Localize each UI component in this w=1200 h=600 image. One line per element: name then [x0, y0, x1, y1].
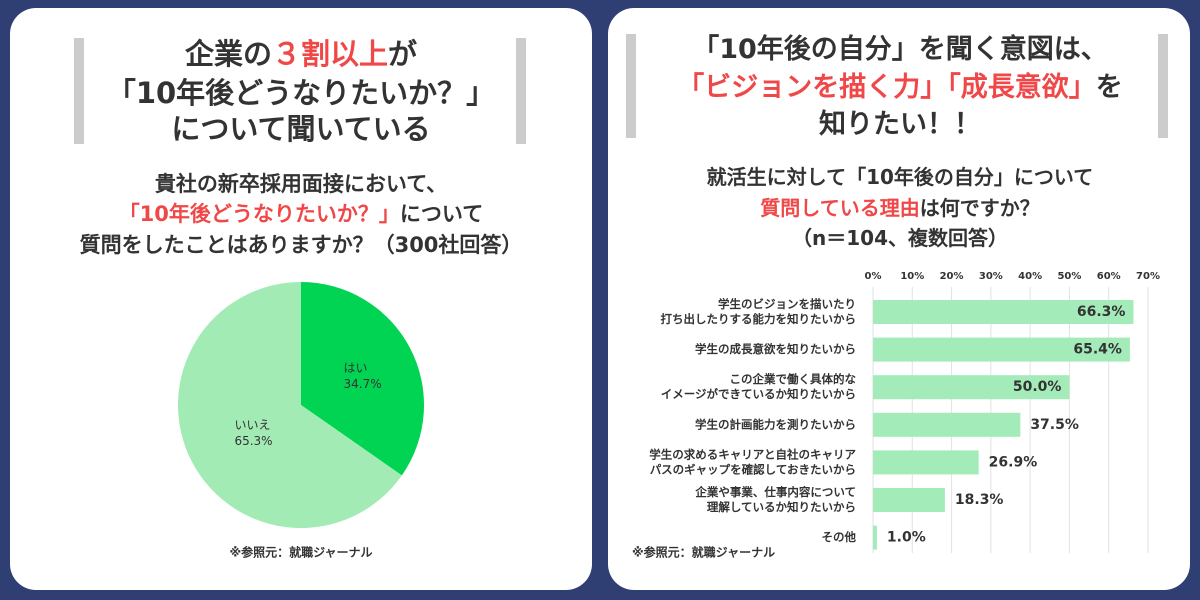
chart-title-segment: 知りたい！！	[819, 109, 981, 140]
slice-label: はい	[344, 361, 368, 375]
chart-title-segment: 「10年後の自分」を聞く意図は、	[692, 33, 1108, 65]
chart-title-segment: 企業の	[185, 37, 272, 71]
slice-label: いいえ	[234, 418, 270, 432]
chart-subtitle-segment: （n＝104、複数回答）	[792, 226, 1008, 250]
bar	[873, 375, 1070, 400]
x-tick-label: 0%	[865, 271, 882, 282]
value-label: 65.4%	[1073, 342, 1122, 358]
chart-title-segment: ３割以上	[272, 37, 388, 71]
value-label: 1.0%	[887, 530, 926, 546]
value-label: 26.9%	[989, 454, 1038, 470]
x-tick-label: 60%	[1097, 271, 1121, 282]
chart-title: 「ビジョンを描く力」「成長意欲」を	[677, 71, 1123, 103]
x-tick-label: 50%	[1057, 271, 1081, 282]
slice-value-label: 34.7%	[344, 377, 382, 391]
pie-slice	[301, 282, 424, 476]
y-tick-label: この企業で働く具体的な	[730, 372, 857, 386]
x-tick-label: 10%	[900, 271, 924, 282]
x-tick-label: 40%	[1018, 271, 1042, 282]
title-bar	[626, 34, 636, 138]
chart-subtitle: 質問している理由は何ですか？	[760, 196, 1039, 220]
chart-subtitle-segment: 貴社の新卒採用面接において、	[155, 172, 447, 196]
chart-subtitle: 就活生に対して「10年後の自分」について	[707, 165, 1094, 189]
bar	[873, 300, 1134, 324]
bar	[873, 337, 1130, 362]
chart-title-segment: が	[388, 37, 417, 71]
x-tick-label: 30%	[979, 271, 1003, 282]
y-tick-label: 学生の計画能力を測りたいから	[695, 417, 856, 431]
chart-subtitle-segment: について	[400, 202, 483, 226]
value-label: 50.0%	[1013, 379, 1062, 395]
chart-subtitle-segment: は何ですか？	[920, 196, 1040, 220]
chart-title: について聞いている	[171, 112, 430, 146]
chart-title: 「10年後どうなりたいか？」	[107, 76, 495, 110]
chart-subtitle-segment: 就活生に対して「10年後の自分」について	[707, 165, 1094, 189]
bar	[873, 412, 1021, 437]
pie-slice	[177, 282, 402, 528]
chart-title: 企業の３割以上が	[185, 37, 417, 71]
y-tick-label: 学生の求めるキャリアと自社のキャリア	[649, 447, 856, 461]
chart-title: 「10年後の自分」を聞く意図は、	[692, 33, 1108, 65]
y-tick-label: 理解しているか知りたいから	[707, 500, 856, 514]
chart-subtitle: 貴社の新卒採用面接において、	[155, 172, 447, 196]
y-tick-label: 打ち出したりする能力を知りたいから	[661, 312, 857, 326]
chart-title-segment: について聞いている	[171, 112, 430, 146]
source-note: ※参照元：就職ジャーナル	[632, 545, 775, 560]
x-tick-label: 70%	[1136, 271, 1160, 282]
value-label: 18.3%	[955, 492, 1004, 508]
chart-subtitle: 質問をしたことはありますか？（300社回答）	[80, 233, 523, 257]
bar	[873, 450, 979, 475]
chart-subtitle: （n＝104、複数回答）	[792, 226, 1008, 250]
source-note: ※参照元：就職ジャーナル	[229, 545, 372, 560]
value-label: 66.3%	[1077, 304, 1126, 320]
title-bar	[516, 38, 526, 144]
chart-title-segment: を	[1096, 72, 1123, 103]
title-bar	[74, 38, 84, 144]
y-tick-label: 学生の成長意欲を知りたいから	[695, 342, 856, 356]
y-tick-label: パスのギャップを確認しておきたいから	[650, 462, 856, 476]
chart-title: 知りたい！！	[819, 109, 981, 140]
x-tick-label: 20%	[940, 271, 964, 282]
chart-title-segment: 「ビジョンを描く力」「成長意欲」	[677, 71, 1096, 103]
slice-value-label: 65.3%	[234, 434, 272, 448]
title-bar	[1158, 34, 1168, 138]
chart-subtitle-segment: 質問をしたことはありますか？（300社回答）	[80, 233, 523, 257]
chart-subtitle-segment: 「10年後どうなりたいか？」	[119, 202, 400, 226]
value-label: 37.5%	[1030, 417, 1079, 433]
right-panel	[608, 8, 1190, 590]
bar	[873, 525, 877, 550]
y-tick-label: その他	[822, 530, 857, 544]
chart-subtitle-segment: 質問している理由	[760, 196, 919, 220]
chart-title-segment: 「10年後どうなりたいか？」	[107, 76, 495, 110]
y-tick-label: 学生のビジョンを描いたり	[718, 297, 856, 311]
bar	[873, 488, 945, 512]
y-tick-label: 企業や事業、仕事内容について	[694, 485, 856, 499]
chart-subtitle: 「10年後どうなりたいか？」について	[119, 202, 484, 226]
y-tick-label: イメージができているか知りたいから	[661, 387, 856, 401]
